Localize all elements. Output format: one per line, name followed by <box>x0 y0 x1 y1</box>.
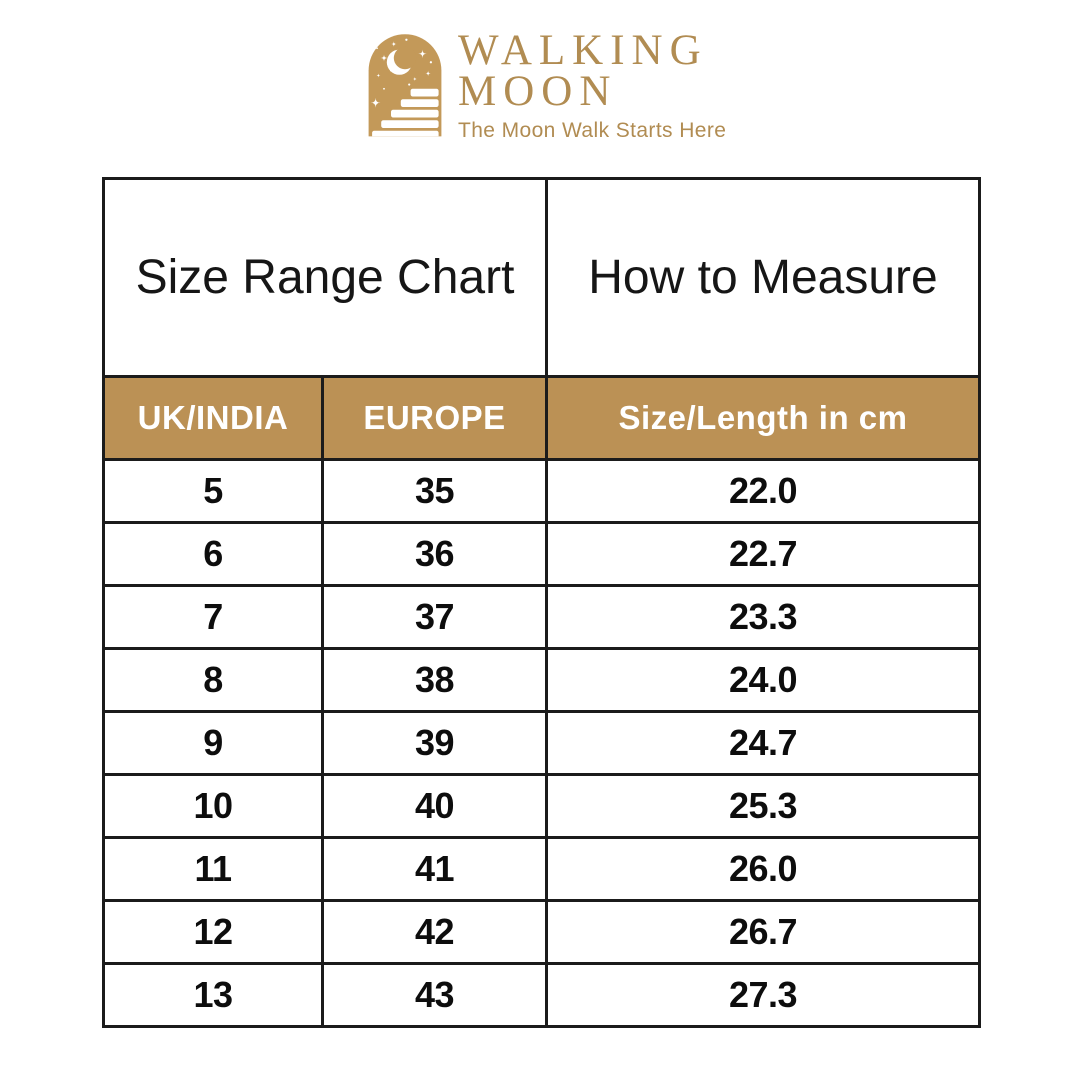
table-cell: 13 <box>102 962 324 1028</box>
table-cell: 35 <box>321 458 548 524</box>
table-cell: 36 <box>321 521 548 587</box>
table-cell: 24.7 <box>545 710 981 776</box>
table-row: 9 39 24.7 <box>102 710 981 776</box>
table-row: 13 43 27.3 <box>102 962 981 1028</box>
column-header-row: UK/INDIA EUROPE Size/Length in cm <box>102 375 981 461</box>
table-row: 10 40 25.3 <box>102 773 981 839</box>
table-cell: 24.0 <box>545 647 981 713</box>
table-cell: 26.0 <box>545 836 981 902</box>
table-cell: 39 <box>321 710 548 776</box>
moon-stairs-arch-icon <box>368 34 442 137</box>
brand-name-line2: MOON <box>458 68 618 115</box>
table-cell: 11 <box>102 836 324 902</box>
table-row: 7 37 23.3 <box>102 584 981 650</box>
table-row: 8 38 24.0 <box>102 647 981 713</box>
table-row: 5 35 22.0 <box>102 458 981 524</box>
table-cell: 9 <box>102 710 324 776</box>
table-cell: 41 <box>321 836 548 902</box>
table-cell: 10 <box>102 773 324 839</box>
column-header-length-cm: Size/Length in cm <box>545 375 981 461</box>
table-cell: 38 <box>321 647 548 713</box>
brand-header: WALKING MOON The Moon Walk Starts Here <box>0 0 1080 160</box>
size-chart-table: Size Range Chart How to Measure UK/INDIA… <box>102 177 981 1028</box>
brand-tagline: The Moon Walk Starts Here <box>458 119 727 142</box>
table-cell: 25.3 <box>545 773 981 839</box>
table-cell: 26.7 <box>545 899 981 965</box>
table-cell: 22.7 <box>545 521 981 587</box>
column-header-europe: EUROPE <box>321 375 548 461</box>
table-cell: 5 <box>102 458 324 524</box>
section-header-how-to-measure: How to Measure <box>545 177 981 378</box>
column-header-uk-india: UK/INDIA <box>102 375 324 461</box>
section-header-size-range: Size Range Chart <box>102 177 548 378</box>
brand-name-line1: WALKING <box>458 27 708 74</box>
table-row: 11 41 26.0 <box>102 836 981 902</box>
table-cell: 43 <box>321 962 548 1028</box>
table-cell: 7 <box>102 584 324 650</box>
brand-text: WALKING MOON The Moon Walk Starts Here <box>458 27 727 143</box>
table-cell: 42 <box>321 899 548 965</box>
table-cell: 12 <box>102 899 324 965</box>
table-cell: 40 <box>321 773 548 839</box>
table-cell: 27.3 <box>545 962 981 1028</box>
table-row: 6 36 22.7 <box>102 521 981 587</box>
table-cell: 6 <box>102 521 324 587</box>
table-row: 12 42 26.7 <box>102 899 981 965</box>
section-header-row: Size Range Chart How to Measure <box>102 177 981 378</box>
table-cell: 8 <box>102 647 324 713</box>
table-cell: 23.3 <box>545 584 981 650</box>
table-cell: 22.0 <box>545 458 981 524</box>
size-table-body: 5 35 22.0 6 36 22.7 7 37 23.3 8 38 24.0 9 39 24.7 10 40 2… <box>102 458 981 1028</box>
table-cell: 37 <box>321 584 548 650</box>
